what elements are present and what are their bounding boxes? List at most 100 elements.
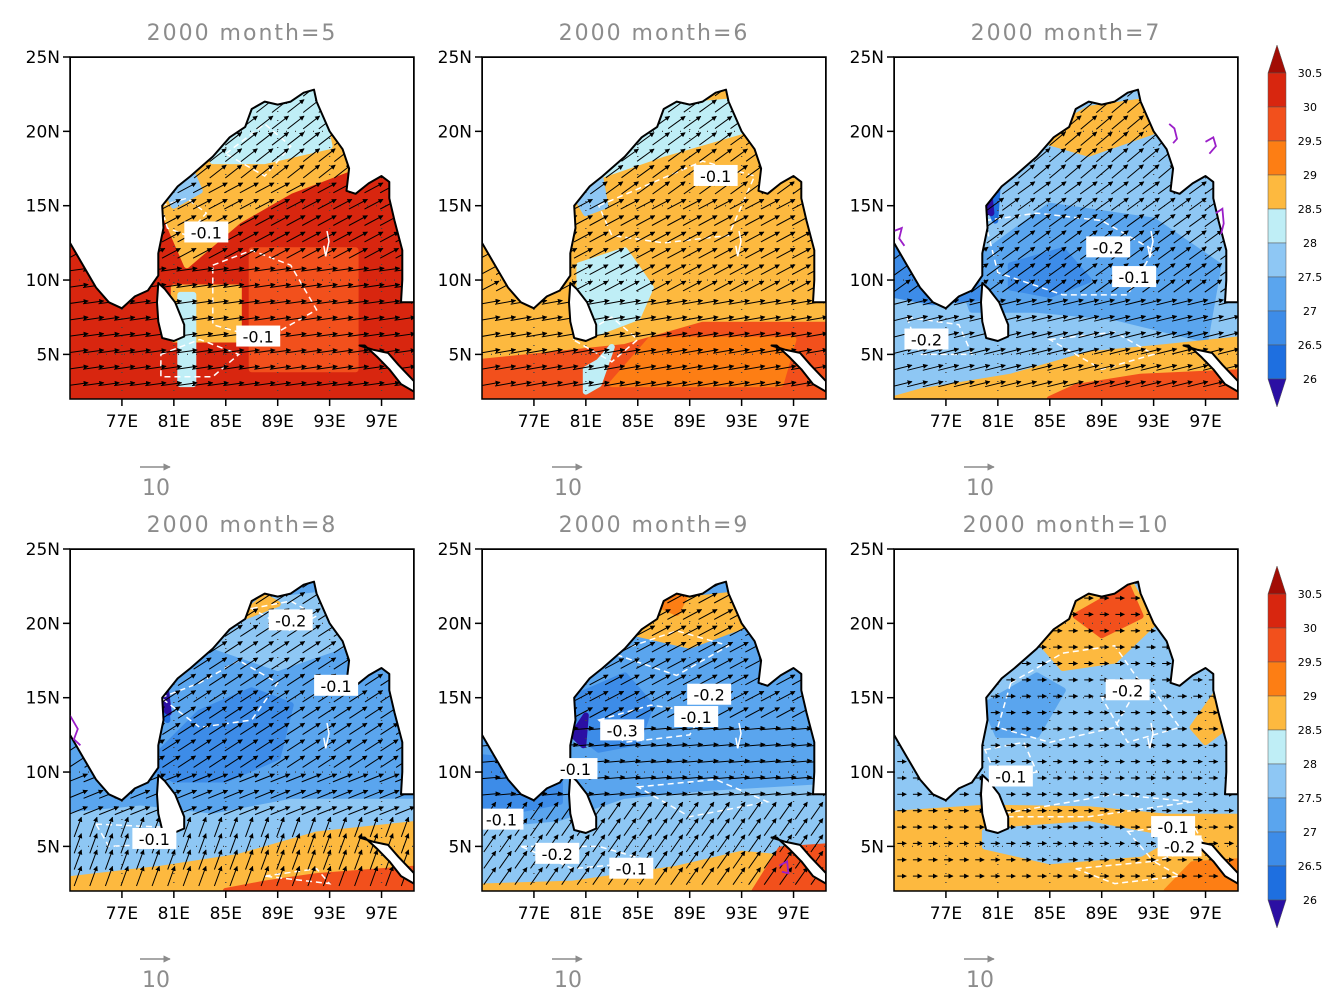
lon-tick-label: 89E: [262, 412, 294, 432]
panel-title: 2000 month=8: [147, 513, 338, 538]
lon-tick-label: 97E: [1189, 412, 1221, 432]
coastline: [70, 549, 414, 885]
colorbar-level-label: 27: [1303, 305, 1317, 318]
lon-tick-label: 85E: [210, 904, 242, 924]
colorbar-level-label: 26.5: [1298, 339, 1323, 352]
lon-tick-label: 89E: [674, 904, 706, 924]
lon-tick-label: 89E: [1086, 904, 1118, 924]
lon-tick-label: 93E: [1137, 412, 1169, 432]
contour-label: -0.2: [1086, 236, 1131, 258]
lat-tick-label: 10N: [438, 763, 472, 783]
lon-tick-label: 77E: [518, 412, 550, 432]
lon-tick-label: 97E: [777, 412, 809, 432]
lon-tick-label: 97E: [777, 904, 809, 924]
lat-tick-label: 25N: [26, 48, 60, 68]
map-frame: [481, 548, 827, 892]
lon-tick-label: 77E: [518, 904, 550, 924]
lat-tick-label: 20N: [438, 122, 472, 142]
svg-text:-0.3: -0.3: [607, 721, 638, 740]
lat-tick-label: 10N: [26, 763, 60, 783]
lon-tick-label: 81E: [158, 412, 190, 432]
lat-tick-label: 5N: [36, 345, 60, 365]
svg-text:-0.2: -0.2: [911, 331, 942, 350]
contour-label: -0.2: [1105, 679, 1150, 701]
colorbar-level-label: 30.5: [1298, 588, 1323, 601]
svg-text:-0.1: -0.1: [616, 860, 647, 879]
map-panel: 2000 month=10-0.2-0.1-0.1-0.25N10N15N20N…: [850, 513, 1239, 993]
lon-tick-label: 85E: [622, 904, 654, 924]
coastline: [70, 57, 414, 393]
contour-label: -0.2: [687, 683, 732, 705]
colorbar-level-label: 26: [1303, 894, 1317, 907]
svg-text:10: 10: [554, 476, 582, 501]
lon-tick-label: 81E: [158, 904, 190, 924]
map-frame: [893, 56, 1239, 400]
contour-label: -0.2: [904, 328, 949, 350]
colorbar-level-label: 27: [1303, 826, 1317, 839]
map-panel: 2000 month=8 -0.2 -0.1 -0.1 5N 10N 15N 20N 25N 77…: [26, 513, 415, 993]
lat-tick-label: 25N: [26, 540, 60, 560]
contour-label: -0.1: [132, 827, 177, 849]
lat-tick-label: 20N: [26, 122, 60, 142]
svg-text:-0.1: -0.1: [995, 768, 1026, 787]
svg-text:-0.1: -0.1: [560, 760, 591, 779]
lon-tick-label: 89E: [262, 904, 294, 924]
reference-vector: 10: [552, 463, 583, 501]
lon-tick-label: 81E: [982, 904, 1014, 924]
colorbar-level-label: 30.5: [1298, 67, 1323, 80]
lat-tick-label: 5N: [448, 837, 472, 857]
contour-label: -0.3: [600, 719, 645, 741]
lat-tick-label: 20N: [850, 614, 884, 634]
lat-tick-label: 10N: [26, 271, 60, 291]
svg-text:-0.1: -0.1: [139, 830, 170, 849]
coastline: [482, 57, 826, 393]
colorbar-level-label: 28.5: [1298, 724, 1323, 737]
contour-label: -0.1: [693, 164, 738, 186]
map-panel: 2000 month=9 -0.2 -0.1 -0.3 -0.1 -0.1 -0.2 -0.1…: [438, 513, 827, 993]
panel-title: 2000 month=10: [963, 513, 1170, 538]
lat-tick-label: 5N: [448, 345, 472, 365]
map-frame: [69, 548, 415, 892]
lat-tick-label: 25N: [850, 540, 884, 560]
lat-tick-label: 10N: [438, 271, 472, 291]
svg-text:10: 10: [142, 476, 170, 501]
contour-label: -0.1: [988, 765, 1033, 787]
lat-tick-label: 15N: [850, 197, 884, 217]
svg-text:-0.1: -0.1: [486, 811, 517, 830]
colorbar-level-label: 28: [1303, 758, 1317, 771]
svg-text:-0.1: -0.1: [1157, 818, 1188, 837]
contour-label: -0.1: [674, 706, 719, 728]
sst-colorbar: 30.5 30 29.5 29 28.5 28 27.5 27 26.5 26: [1267, 44, 1323, 408]
svg-text:-0.1: -0.1: [321, 677, 352, 696]
lon-tick-label: 97E: [365, 412, 397, 432]
colorbar-level-label: 26.5: [1298, 860, 1323, 873]
reference-vector: 10: [552, 955, 583, 993]
lat-tick-label: 15N: [850, 689, 884, 709]
colorbar-level-label: 29: [1303, 169, 1317, 182]
colorbar-level-label: 28.5: [1298, 203, 1323, 216]
colorbar-level-label: 28: [1303, 237, 1317, 250]
lon-tick-label: 81E: [570, 412, 602, 432]
svg-text:-0.2: -0.2: [275, 611, 306, 630]
lat-tick-label: 15N: [26, 197, 60, 217]
panel-title: 2000 month=7: [971, 21, 1162, 46]
svg-text:10: 10: [966, 968, 994, 993]
contour-label: -0.2: [268, 609, 313, 631]
lon-tick-label: 97E: [365, 904, 397, 924]
colorbar-level-label: 29: [1303, 690, 1317, 703]
lon-tick-label: 89E: [1086, 412, 1118, 432]
lat-tick-label: 25N: [438, 540, 472, 560]
colorbar-level-label: 29.5: [1298, 656, 1323, 669]
lat-tick-label: 25N: [438, 48, 472, 68]
svg-text:-0.1: -0.1: [1119, 268, 1150, 287]
contour-label: -0.2: [1157, 835, 1202, 857]
lat-tick-label: 20N: [438, 614, 472, 634]
svg-text:-0.2: -0.2: [1164, 837, 1195, 856]
contour-label: -0.1: [609, 857, 654, 879]
svg-text:-0.2: -0.2: [1112, 681, 1143, 700]
colorbar-level-label: 30: [1303, 101, 1317, 114]
coastline: [894, 549, 1238, 885]
contour-label: -0.1: [553, 758, 598, 780]
lat-tick-label: 15N: [438, 197, 472, 217]
